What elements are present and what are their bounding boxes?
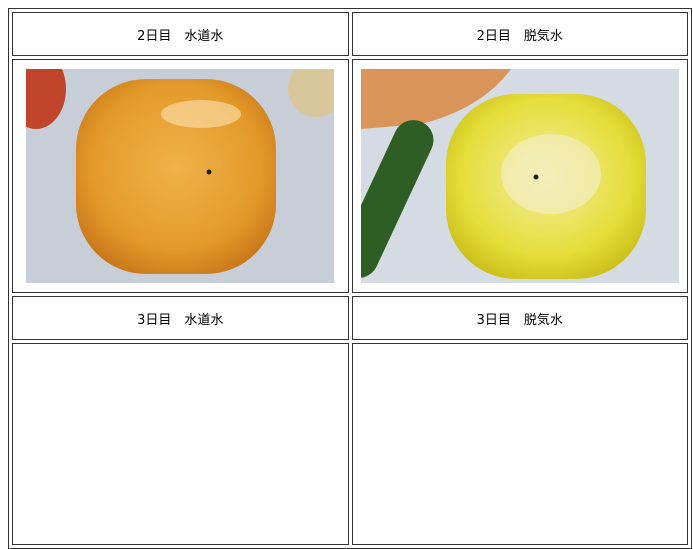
header-row: 2日目 水道水 2日目 脱気水 [12, 12, 688, 56]
image-cell [12, 59, 349, 293]
image-row [12, 59, 688, 293]
header-cell: 3日目 水道水 [12, 296, 349, 340]
empty-cell [12, 343, 349, 545]
page: {"table": {"rows": [["2日目 水道水", "2日目 脱気水… [8, 8, 692, 549]
image-row [12, 343, 688, 545]
image-cell [351, 59, 688, 293]
header-cell: 2日目 脱気水 [351, 12, 688, 56]
persimmon-photo [26, 69, 335, 283]
persimmon-photo [360, 69, 679, 283]
header-cell: 3日目 脱気水 [351, 296, 688, 340]
empty-cell [351, 343, 688, 545]
header-row: 3日目 水道水 3日目 脱気水 [12, 296, 688, 340]
comparison-table: 2日目 水道水 2日目 脱気水 [8, 8, 692, 549]
header-cell: 2日目 水道水 [12, 12, 349, 56]
